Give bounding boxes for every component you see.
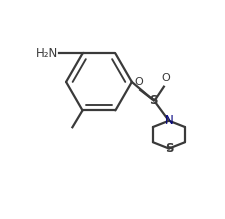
Text: O: O	[160, 73, 169, 83]
Text: N: N	[164, 114, 173, 127]
Text: S: S	[164, 142, 172, 155]
Text: H₂N: H₂N	[36, 47, 58, 60]
Text: O: O	[134, 77, 142, 87]
Text: S: S	[149, 94, 157, 107]
